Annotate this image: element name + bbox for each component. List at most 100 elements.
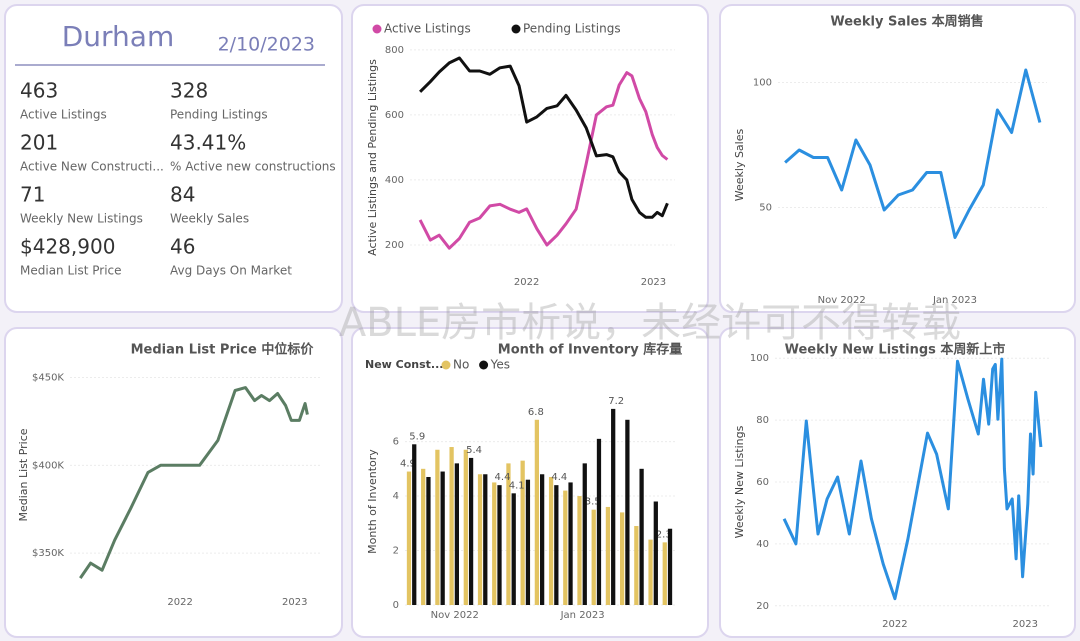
y-tick-label: $350K bbox=[32, 548, 64, 559]
y-axis-title: Weekly Sales bbox=[733, 128, 746, 201]
kpi-date: 2/10/2023 bbox=[218, 34, 315, 56]
watermark: ABLE房市析说，未经许可不得转载 bbox=[339, 300, 961, 346]
bar bbox=[662, 542, 667, 605]
x-tick-label: Jan 2023 bbox=[560, 610, 605, 621]
bar bbox=[483, 474, 488, 605]
kpi-value: 46 bbox=[170, 235, 195, 259]
panel bbox=[719, 4, 1076, 313]
x-tick-label: Nov 2022 bbox=[818, 295, 866, 306]
bar bbox=[639, 468, 644, 605]
bar bbox=[525, 479, 531, 605]
data-label: 4.9 bbox=[400, 459, 416, 470]
data-label: 5.4 bbox=[466, 445, 482, 456]
kpi-label: Active Listings bbox=[20, 108, 107, 122]
y-axis-title: Month of Inventory bbox=[366, 449, 379, 554]
x-tick-label: 2023 bbox=[282, 597, 307, 608]
line bbox=[784, 68, 1042, 239]
y-tick-label: 100 bbox=[753, 78, 772, 89]
legend-marker bbox=[511, 24, 521, 34]
legend-marker bbox=[441, 360, 451, 370]
bar bbox=[568, 482, 573, 605]
line bbox=[79, 386, 309, 579]
data-label: 4.1 bbox=[509, 480, 525, 491]
bar bbox=[620, 512, 625, 605]
y-tick-label: 6 bbox=[393, 437, 399, 448]
y-tick-label: 100 bbox=[750, 353, 769, 364]
panel bbox=[4, 4, 343, 313]
bar bbox=[653, 501, 658, 605]
data-label: 4.4 bbox=[551, 472, 567, 483]
y-tick-label: $450K bbox=[32, 373, 64, 384]
bar bbox=[534, 419, 539, 605]
kpi-label: Weekly Sales bbox=[170, 212, 249, 226]
y-tick-label: 20 bbox=[756, 601, 769, 612]
y-tick-label: 600 bbox=[385, 110, 404, 121]
data-label: 2.3 bbox=[656, 529, 672, 540]
bar bbox=[634, 526, 639, 605]
bar bbox=[648, 539, 653, 605]
bar bbox=[421, 468, 426, 605]
bar bbox=[511, 493, 516, 605]
kpi-label: % Active new constructions bbox=[170, 160, 336, 174]
chart-title: Weekly New Listings 本周新上市 bbox=[785, 342, 1006, 358]
bar bbox=[667, 528, 673, 605]
y-tick-label: 200 bbox=[385, 240, 404, 251]
legend-title: New Const... bbox=[365, 358, 443, 371]
bar bbox=[506, 463, 511, 605]
x-tick-label: Nov 2022 bbox=[431, 610, 479, 621]
y-tick-label: 400 bbox=[385, 175, 404, 186]
y-tick-label: $400K bbox=[32, 460, 64, 471]
kpi-value: 201 bbox=[20, 131, 58, 155]
legend-label: Active Listings bbox=[384, 22, 471, 36]
line bbox=[782, 357, 1043, 601]
legend-marker bbox=[479, 360, 489, 370]
bar bbox=[605, 506, 611, 605]
bar bbox=[406, 471, 412, 605]
kpi-value: 463 bbox=[20, 79, 58, 103]
kpi-label: Avg Days On Market bbox=[170, 264, 292, 278]
x-tick-label: 2022 bbox=[882, 619, 907, 630]
legend-label: Pending Listings bbox=[523, 22, 621, 36]
data-label: 7.2 bbox=[608, 396, 624, 407]
y-tick-label: 2 bbox=[393, 546, 399, 557]
data-label: 6.8 bbox=[528, 407, 544, 418]
bar bbox=[463, 449, 468, 605]
bar bbox=[426, 476, 431, 605]
x-tick-label: Jan 2023 bbox=[932, 295, 977, 306]
y-axis-title: Active Listings and Pending Listings bbox=[366, 59, 379, 256]
kpi-value: 328 bbox=[170, 79, 208, 103]
bar bbox=[468, 457, 474, 605]
bar bbox=[625, 419, 630, 605]
line bbox=[419, 56, 669, 219]
bar bbox=[449, 447, 454, 605]
bar bbox=[591, 509, 596, 605]
chart-title: Weekly Sales 本周销售 bbox=[830, 14, 983, 30]
bar bbox=[548, 476, 554, 605]
bar bbox=[563, 490, 568, 605]
kpi-label: Pending Listings bbox=[170, 108, 268, 122]
bar bbox=[440, 471, 445, 605]
bar bbox=[497, 485, 502, 605]
kpi-value: 71 bbox=[20, 183, 45, 207]
x-tick-label: 2022 bbox=[514, 277, 539, 288]
x-tick-label: 2022 bbox=[167, 597, 192, 608]
bar bbox=[611, 408, 616, 605]
y-tick-label: 50 bbox=[759, 203, 772, 214]
chart-title: Median List Price 中位标价 bbox=[131, 342, 315, 358]
panel bbox=[4, 327, 343, 638]
kpi-label: Median List Price bbox=[20, 264, 122, 278]
bar bbox=[492, 482, 497, 605]
y-tick-label: 4 bbox=[393, 491, 399, 502]
line bbox=[418, 71, 669, 250]
y-axis-title: Median List Price bbox=[17, 428, 30, 521]
legend-label: No bbox=[453, 358, 469, 372]
y-tick-label: 40 bbox=[756, 539, 769, 550]
kpi-title: Durham bbox=[62, 20, 175, 53]
y-tick-label: 0 bbox=[393, 600, 399, 611]
y-tick-label: 80 bbox=[756, 415, 769, 426]
y-tick-label: 60 bbox=[756, 477, 769, 488]
bar bbox=[435, 449, 440, 605]
bar bbox=[540, 474, 545, 605]
x-tick-label: 2023 bbox=[1013, 619, 1038, 630]
